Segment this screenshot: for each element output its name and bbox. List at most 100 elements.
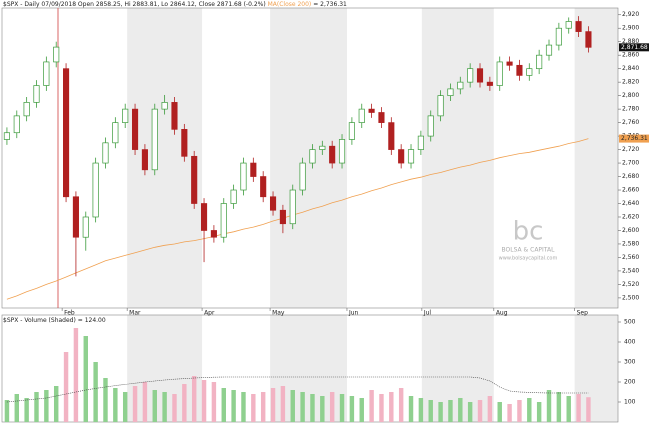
candle-body <box>191 155 198 204</box>
candle-body <box>181 128 188 157</box>
y-tick-label: 2,760 <box>622 119 639 126</box>
volume-bar <box>566 396 571 422</box>
y-tick-label: 2,600 <box>622 227 639 234</box>
candle-body <box>230 189 237 204</box>
volume-bar <box>251 394 256 422</box>
volume-bar <box>53 386 59 422</box>
volume-bar <box>369 390 374 422</box>
volume-bar <box>4 400 10 422</box>
volume-bar <box>359 398 364 422</box>
candle-body <box>92 162 99 218</box>
y-tick-label: 2,500 <box>622 294 639 301</box>
candle-body <box>112 122 119 144</box>
volume-bar <box>576 394 581 422</box>
volume-bar <box>467 402 473 422</box>
y-tick-label: 2,920 <box>622 11 639 18</box>
y-tick-label: 2,780 <box>622 106 639 113</box>
chart-title: $SPX - Volume (Shaded) <box>3 317 76 324</box>
month-band <box>574 315 618 422</box>
candle-body <box>378 112 385 123</box>
candle-body <box>171 102 178 130</box>
candle-body <box>250 162 257 177</box>
y-tick-label: 2,620 <box>622 213 639 220</box>
volume-bar <box>398 388 404 422</box>
candle-body <box>565 21 572 29</box>
candle-body <box>210 230 217 238</box>
volume-bar <box>191 376 197 422</box>
volume-bar <box>458 398 463 422</box>
legend-value: = 2,736.31 <box>313 1 347 8</box>
legend-entry: MA(Close 200) <box>268 1 312 8</box>
candle-body <box>398 149 405 164</box>
volume-bar <box>152 390 157 422</box>
watermark-logo: bc <box>513 217 544 247</box>
candle-body <box>240 162 247 191</box>
y-tick-label: 200 <box>624 379 636 386</box>
y-tick-label: 2,520 <box>622 281 639 288</box>
y-tick-label: 2,900 <box>622 25 639 32</box>
candle-body <box>3 132 10 140</box>
y-tick-label: 2,680 <box>622 173 639 180</box>
candle-body <box>200 203 208 231</box>
month-band <box>127 8 203 308</box>
volume-bar <box>527 398 532 422</box>
volume-bar <box>379 394 384 422</box>
volume-panel <box>1 314 619 423</box>
price-header: $SPX - Daily 07/09/2018 Open 2858.25, Hi… <box>3 1 347 8</box>
volume-bar <box>162 392 167 422</box>
candle-body <box>555 27 562 46</box>
candle-body <box>516 64 523 76</box>
chart-title: $SPX - Daily 07/09/2018 Open 2858.25, Hi… <box>3 1 266 8</box>
candle-body <box>338 139 346 164</box>
candle-body <box>457 81 464 90</box>
last-price-box <box>619 43 649 52</box>
x-tick-label: Sep <box>577 310 589 317</box>
y-tick-label: 2,580 <box>622 240 639 247</box>
candle-body <box>545 44 553 56</box>
month-band <box>421 8 494 308</box>
candle-body <box>427 115 434 137</box>
volume-bar <box>103 378 108 422</box>
volume-bar <box>231 390 236 422</box>
candle-body <box>102 142 109 164</box>
candle-body <box>131 108 139 150</box>
volume-bar <box>556 392 562 422</box>
volume-bar <box>14 394 20 422</box>
candle-body <box>72 196 79 238</box>
volume-bar <box>211 382 217 422</box>
volume-bar <box>201 380 207 422</box>
y-tick-label: 2,840 <box>622 65 639 72</box>
candle-body <box>486 81 493 86</box>
candle-body <box>151 108 158 171</box>
volume-bar <box>497 402 502 422</box>
x-tick-label: Jul <box>423 310 432 317</box>
y-tick-label: 2,640 <box>622 200 639 207</box>
volume-bar <box>448 400 453 422</box>
candle-body <box>585 31 592 48</box>
volume-bar <box>142 382 148 422</box>
volume-bar <box>260 392 266 422</box>
volume-bar <box>349 396 355 422</box>
y-tick-label: 2,660 <box>622 187 639 194</box>
y-tick-label: 2,700 <box>622 160 639 167</box>
candle-body <box>437 95 444 117</box>
volume-bar <box>290 390 295 422</box>
volume-bar <box>329 392 335 422</box>
candle-body <box>289 189 296 225</box>
y-tick-label: 100 <box>624 399 636 406</box>
y-tick-label: 2,820 <box>622 79 639 86</box>
candle-body <box>220 203 227 238</box>
volume-bar <box>300 392 305 422</box>
candle-body <box>319 145 326 150</box>
candle-body <box>368 108 375 113</box>
volume-bar <box>241 392 246 422</box>
volume-bar <box>270 388 276 422</box>
candle-body <box>141 149 148 171</box>
candle-body <box>122 108 129 123</box>
volume-bar <box>24 398 29 422</box>
candle-body <box>467 68 474 83</box>
volume-bar <box>389 392 394 422</box>
watermark-url: www.bolsaycapital.com <box>499 256 558 262</box>
candle-body <box>13 115 20 134</box>
volume-bar <box>536 402 542 422</box>
